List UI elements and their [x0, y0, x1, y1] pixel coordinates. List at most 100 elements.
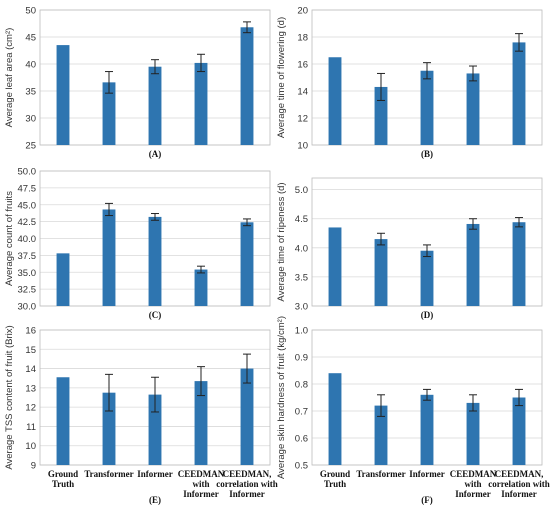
x-tick-label: CEEDMAN,	[495, 469, 544, 479]
x-tick-label: Ground	[320, 469, 350, 479]
bar-1	[56, 45, 70, 145]
panel-label: (E)	[149, 495, 161, 505]
panel-d: 3.0 3.5 4.0 4.5 5.0 Average time of ripeness …	[276, 177, 543, 320]
y-tick-label: 10	[297, 141, 308, 152]
panel-a: 25 30 35 40 45 50 Average leaf area (cm²) (A)	[4, 6, 271, 159]
x-tick-label: Informer	[229, 489, 265, 499]
y-tick-label: 0.5	[295, 461, 308, 472]
panel-label: (C)	[149, 310, 162, 320]
panel-b: 10 12 14 16 18 20 Average time of flowering (d…	[276, 6, 543, 159]
y-tick-label: 32.5	[18, 285, 37, 296]
bar-1	[328, 57, 342, 145]
y-tick-label: 40.0	[18, 234, 37, 245]
bar-5	[512, 222, 526, 306]
bar-1	[56, 253, 70, 306]
y-tick-label: 40	[25, 60, 36, 71]
y-tick-label: 0.7	[295, 407, 308, 418]
y-tick-label: 12	[25, 403, 36, 414]
y-tick-label: 5.0	[295, 185, 308, 196]
bar-4	[194, 381, 208, 465]
y-tick-label: 12	[297, 114, 308, 125]
bar-2	[102, 209, 116, 306]
panel-f: 0.5 0.6 0.7 0.8 0.9 1.0 Average skin hardness …	[276, 316, 550, 505]
y-axis-label: Average leaf area (cm²)	[4, 28, 15, 128]
y-tick-label: 37.5	[18, 251, 37, 262]
y-tick-label: 30.0	[18, 302, 37, 313]
y-tick-label: 45.0	[18, 200, 37, 211]
bar-4	[466, 73, 480, 145]
bar-2	[374, 405, 388, 465]
y-tick-label: 42.5	[18, 217, 37, 228]
panel-label: (F)	[421, 495, 433, 505]
bar-1	[56, 377, 70, 465]
y-tick-label: 3.0	[295, 302, 308, 313]
bar-4	[194, 62, 208, 145]
y-tick-label: 0.9	[295, 353, 308, 364]
x-tick-label: Truth	[52, 479, 74, 489]
y-tick-label: 35	[25, 87, 36, 98]
x-tick-label: Transformer	[356, 469, 405, 479]
bar-1	[328, 373, 342, 465]
panel-label: (A)	[149, 149, 162, 159]
y-tick-label: 25	[25, 141, 36, 152]
x-tick-label: Informer	[455, 489, 491, 499]
y-tick-label: 30	[25, 114, 36, 125]
bar-4	[466, 223, 480, 306]
y-tick-label: 16	[25, 326, 36, 337]
x-tick-label: correlation with	[488, 479, 550, 489]
y-tick-label: 9	[31, 461, 36, 472]
bar-3	[420, 250, 434, 306]
y-tick-label: 35.0	[18, 268, 37, 279]
bar-5	[240, 27, 254, 146]
panel-c: 30.0 32.5 35.0 37.5 40.0 42.5 45.0 47.5 50.0 Aver…	[4, 167, 271, 320]
y-tick-label: 14	[25, 364, 36, 375]
bar-5	[240, 222, 254, 306]
y-tick-label: 16	[297, 60, 308, 71]
panel-label: (B)	[421, 149, 433, 159]
bar-4	[466, 402, 480, 465]
y-tick-label: 10	[25, 441, 36, 452]
y-axis-label: Average time of flowering (d)	[276, 17, 287, 138]
bar-3	[148, 216, 162, 306]
y-axis-label: Average TSS content of fruit (Brix)	[4, 325, 15, 469]
y-tick-label: 3.5	[295, 272, 308, 283]
y-tick-label: 20	[297, 6, 308, 17]
y-tick-label: 0.6	[295, 434, 308, 445]
y-tick-label: 45	[25, 33, 36, 44]
panel-e: 9 10 11 12 13 14 15 16 Average TSS content of fr…	[4, 325, 278, 505]
x-tick-label: Truth	[324, 479, 346, 489]
x-tick-label: Informer	[183, 489, 219, 499]
x-tick-label: with	[464, 479, 481, 489]
y-axis-label: Average skin hardness of fruit (kg/cm²)	[276, 316, 287, 479]
y-tick-label: 11	[26, 422, 36, 433]
bar-5	[240, 368, 254, 465]
bar-2	[374, 86, 388, 145]
bar-2	[374, 239, 388, 306]
x-tick-label: CEEDMAN,	[223, 469, 272, 479]
x-tick-label: Informer	[137, 469, 173, 479]
bar-5	[512, 397, 526, 465]
bar-1	[328, 227, 342, 306]
y-tick-label: 14	[297, 87, 308, 98]
bar-3	[420, 70, 434, 145]
x-tick-label: Informer	[409, 469, 445, 479]
x-tick-label: CEEDMAN	[450, 469, 497, 479]
y-tick-label: 13	[25, 383, 36, 394]
x-tick-label: Ground	[48, 469, 78, 479]
y-axis-label: Average time of ripeness (d)	[276, 182, 287, 301]
y-axis-label: Average count of fruits	[4, 191, 15, 286]
y-tick-label: 1.0	[295, 326, 308, 337]
bar-3	[420, 394, 434, 465]
y-tick-label: 0.8	[295, 380, 308, 391]
y-tick-label: 50.0	[18, 167, 37, 178]
y-tick-label: 15	[25, 345, 36, 356]
y-tick-label: 50	[25, 6, 36, 17]
x-tick-label: correlation with	[216, 479, 278, 489]
panel-label: (D)	[421, 310, 434, 320]
y-tick-label: 18	[297, 33, 308, 44]
x-tick-label: CEEDMAN	[178, 469, 225, 479]
x-tick-label: with	[192, 479, 209, 489]
bar-2	[102, 82, 116, 145]
x-tick-label: Transformer	[84, 469, 133, 479]
